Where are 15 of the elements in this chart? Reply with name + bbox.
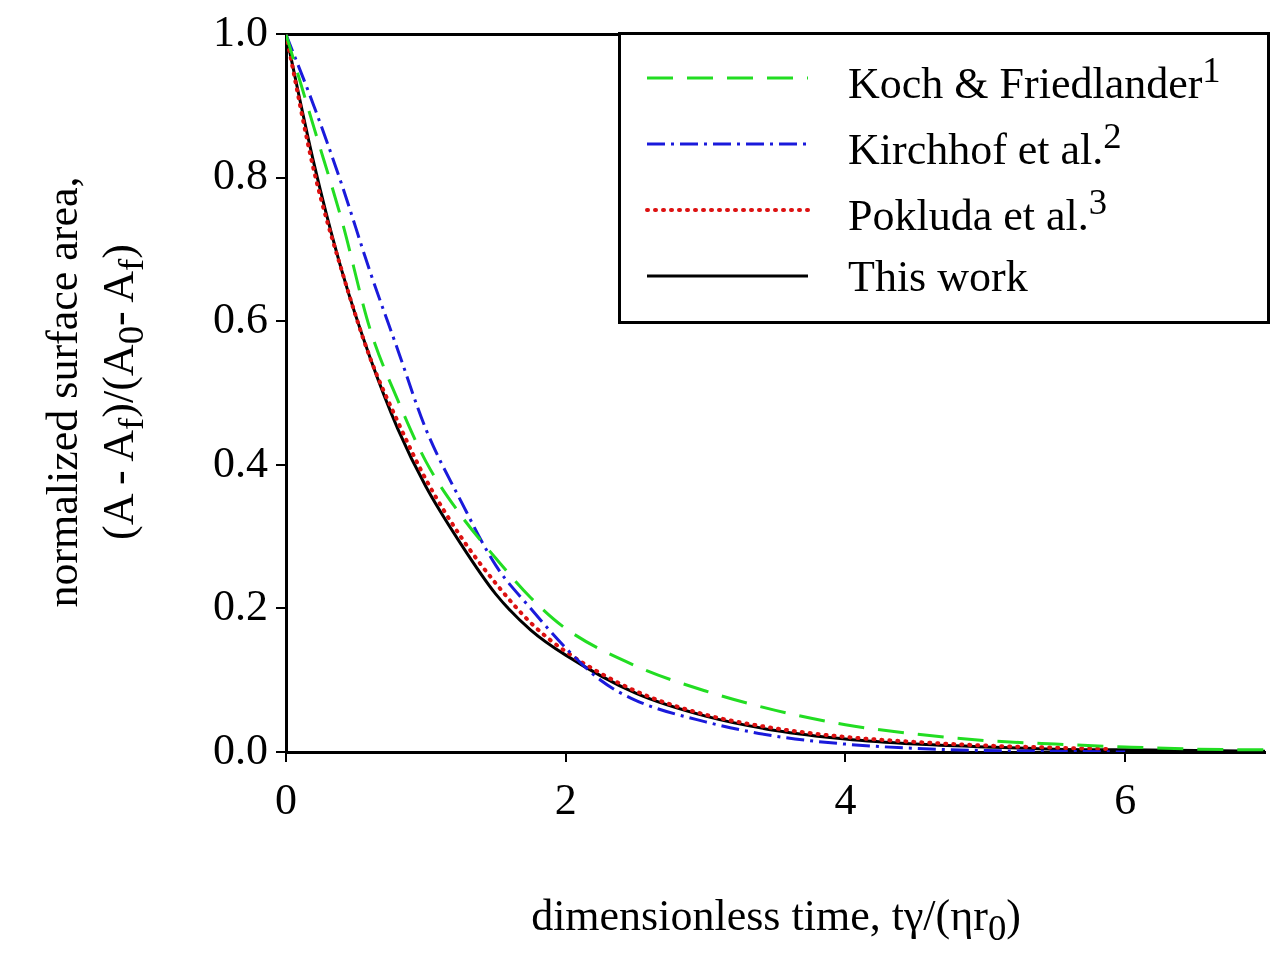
- legend-label: Koch & Friedlander$^{1}$: [848, 47, 1221, 109]
- y-tick-label: 0.8: [213, 150, 268, 200]
- y-tick-label: 0.4: [213, 437, 268, 487]
- y-tick-label: 1.0: [213, 6, 268, 56]
- legend-label: This work: [848, 250, 1028, 302]
- x-tick-label: 6: [1114, 774, 1137, 824]
- y-tick-label: 0.0: [213, 724, 268, 774]
- x-tick-label: 4: [834, 774, 857, 824]
- legend-label: Kirchhof et al.$^{2}$: [848, 113, 1122, 175]
- x-axis-title: dimensionless time, tγ/(ηr$_{0}$): [530, 890, 1022, 949]
- x-tick-label: 0: [275, 774, 297, 824]
- y-tick-label: 0.6: [213, 294, 268, 343]
- x-tick-label: 2: [554, 774, 577, 824]
- legend-label: Pokluda et al.$^{3}$: [848, 179, 1108, 241]
- y-tick-label: 0.2: [213, 581, 268, 631]
